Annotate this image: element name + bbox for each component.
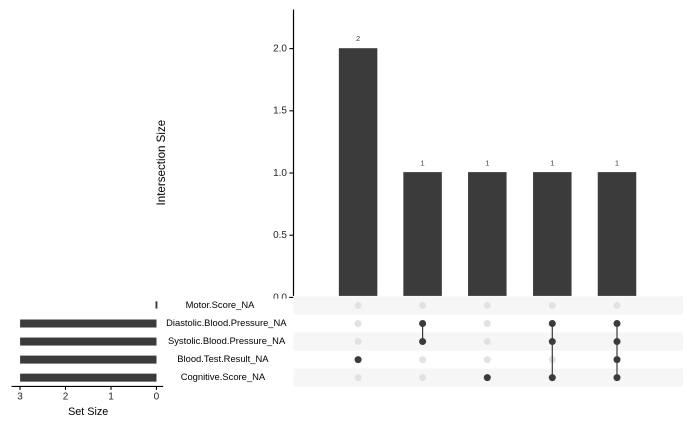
svg-text:Set Size: Set Size xyxy=(68,406,108,418)
svg-text:1: 1 xyxy=(485,159,489,168)
svg-text:0.5: 0.5 xyxy=(273,230,287,241)
svg-text:Cognitive.Score_NA: Cognitive.Score_NA xyxy=(181,371,266,382)
svg-text:1: 1 xyxy=(615,159,619,168)
svg-text:0.0: 0.0 xyxy=(273,292,287,303)
svg-text:2: 2 xyxy=(63,392,69,403)
svg-text:Diastolic.Blood.Pressure_NA: Diastolic.Blood.Pressure_NA xyxy=(166,317,287,328)
svg-text:1: 1 xyxy=(421,159,425,168)
svg-text:2: 2 xyxy=(356,34,360,43)
svg-text:Motor.Score_NA: Motor.Score_NA xyxy=(186,299,256,310)
svg-text:1.5: 1.5 xyxy=(273,106,287,117)
svg-text:1: 1 xyxy=(550,159,554,168)
svg-text:2.0: 2.0 xyxy=(273,44,287,55)
svg-text:1: 1 xyxy=(108,392,114,403)
svg-text:Systolic.Blood.Pressure_NA: Systolic.Blood.Pressure_NA xyxy=(168,335,286,346)
svg-text:1.0: 1.0 xyxy=(273,168,287,179)
svg-text:Blood.Test.Result_NA: Blood.Test.Result_NA xyxy=(177,353,269,364)
svg-text:3: 3 xyxy=(17,392,23,403)
svg-text:0: 0 xyxy=(154,392,160,403)
svg-text:Intersection Size: Intersection Size xyxy=(155,120,168,206)
